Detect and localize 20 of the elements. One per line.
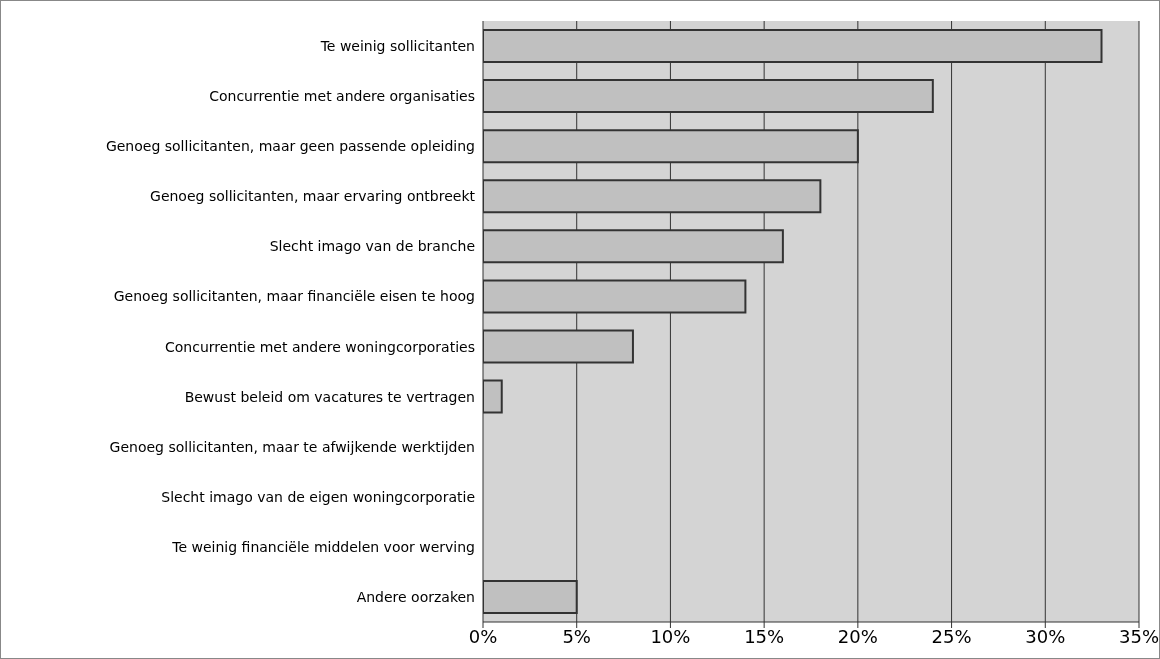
y-tick-label: Genoeg sollicitanten, maar financiële eisen te hoog	[113, 288, 475, 305]
y-tick-label: Slecht imago van de eigen woningcorporatie	[161, 488, 475, 505]
x-tick-label: 35%	[1118, 625, 1160, 647]
y-tick-label: Genoeg sollicitanten, maar geen passende opleiding	[105, 138, 475, 155]
x-tick-label: 20%	[837, 625, 878, 647]
y-tick-label: Bewust beleid om vacatures te vertragen	[184, 388, 475, 405]
y-tick-label: Slecht imago van de branche	[269, 238, 475, 255]
y-tick-label: Genoeg sollicitanten, maar te afwijkende werktijden	[109, 438, 475, 455]
x-tick-label: 25%	[931, 625, 972, 647]
x-tick-label: 30%	[1025, 625, 1066, 647]
y-tick-label: Andere oorzaken	[356, 588, 475, 605]
y-tick-label: Te weinig financiële middelen voor werving	[171, 538, 475, 555]
y-tick-label: Genoeg sollicitanten, maar ervaring ontbreekt	[150, 188, 476, 205]
x-tick-label: 15%	[744, 625, 785, 647]
x-tick-label: 10%	[650, 625, 691, 647]
x-tick-label: 5%	[562, 625, 591, 647]
y-tick-label: Concurrentie met andere organisaties	[209, 88, 475, 105]
y-tick-label: Concurrentie met andere woningcorporaties	[165, 338, 475, 355]
x-tick-label: 0%	[468, 625, 498, 647]
y-tick-label: Te weinig sollicitanten	[319, 38, 475, 55]
